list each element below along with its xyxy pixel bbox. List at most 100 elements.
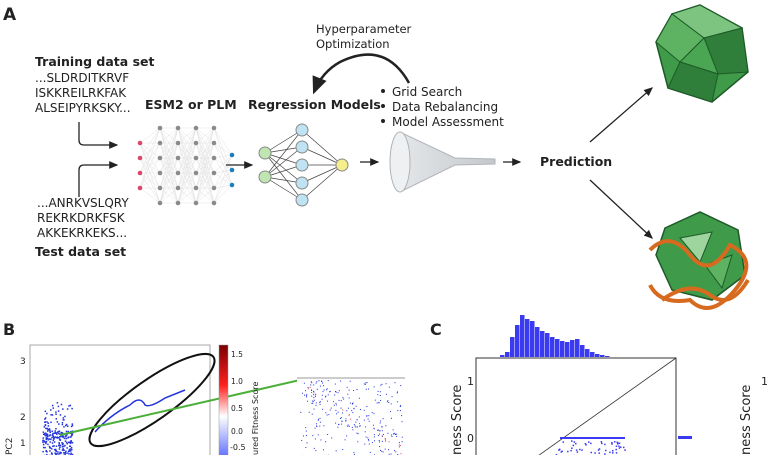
inset-point bbox=[396, 433, 398, 435]
training-seq-3: ALSEIPYRKSKY... bbox=[35, 101, 131, 115]
pca-point bbox=[58, 442, 60, 444]
inset-point bbox=[313, 397, 315, 399]
inset-point bbox=[388, 449, 390, 451]
inset-point bbox=[381, 430, 383, 432]
esm-edge bbox=[213, 154, 233, 159]
inset-point bbox=[322, 391, 324, 393]
pca-point bbox=[54, 430, 56, 432]
pca-point bbox=[69, 442, 72, 445]
bullet-data-rebalancing: Data Rebalancing bbox=[392, 100, 498, 114]
inset-point bbox=[319, 401, 321, 403]
inset-point bbox=[379, 391, 381, 393]
inset-point bbox=[377, 435, 379, 437]
pca-point bbox=[46, 437, 48, 439]
disassembled-capsid-icon bbox=[648, 211, 750, 310]
pca-point bbox=[70, 453, 72, 455]
inset-point bbox=[301, 439, 303, 441]
inset-point bbox=[315, 382, 317, 384]
esm-network-diagram bbox=[137, 125, 235, 206]
test-seq-3: AKKEKRKEKS... bbox=[37, 226, 127, 240]
pca-point bbox=[62, 448, 64, 450]
inset-point bbox=[310, 381, 312, 383]
reg-input-node bbox=[258, 170, 272, 184]
esm-edge bbox=[177, 127, 197, 189]
pca-point bbox=[58, 423, 60, 425]
esm-edge bbox=[195, 127, 215, 189]
pca-point bbox=[66, 442, 69, 445]
inset-point bbox=[382, 451, 384, 453]
esm-edge bbox=[195, 172, 215, 204]
pca-point bbox=[47, 425, 50, 427]
pca-point bbox=[47, 437, 49, 440]
inset-point bbox=[322, 408, 324, 410]
correlation-point bbox=[590, 442, 592, 445]
c-ytick-0: 0 bbox=[467, 432, 474, 445]
inset-point bbox=[353, 453, 355, 455]
correlation-point bbox=[572, 444, 575, 447]
esm-node bbox=[157, 155, 163, 161]
inset-point bbox=[346, 435, 348, 437]
inset-point bbox=[376, 402, 378, 404]
inset-point bbox=[342, 397, 344, 399]
histogram-bar bbox=[605, 356, 610, 357]
esm-edge bbox=[177, 172, 197, 204]
pca-point bbox=[45, 442, 47, 445]
inset-point bbox=[310, 384, 312, 386]
pca-point bbox=[57, 436, 60, 439]
reg-hidden-node bbox=[295, 158, 309, 172]
inset-point bbox=[312, 393, 314, 395]
esm-node bbox=[175, 140, 181, 146]
pca-point bbox=[51, 442, 54, 444]
pca-point bbox=[49, 434, 51, 436]
inset-point bbox=[326, 400, 328, 402]
training-title: Training data set bbox=[35, 54, 154, 69]
pca-point bbox=[53, 445, 55, 447]
pca-point bbox=[46, 412, 48, 415]
inset-point bbox=[353, 390, 355, 392]
inset-point bbox=[315, 402, 317, 404]
histogram-bar bbox=[535, 327, 540, 357]
inset-point bbox=[327, 434, 329, 436]
pca-point bbox=[61, 449, 64, 451]
inset-point bbox=[336, 413, 338, 415]
correlation-point bbox=[616, 441, 618, 444]
pca-point bbox=[56, 431, 59, 434]
training-arrow bbox=[78, 122, 119, 149]
pca-point bbox=[56, 452, 58, 455]
esm-edge bbox=[213, 184, 233, 204]
esm-node bbox=[157, 170, 163, 176]
inset-point bbox=[355, 421, 357, 423]
inset-point bbox=[316, 425, 318, 427]
histogram-bar bbox=[570, 340, 575, 357]
inset-point bbox=[374, 440, 376, 442]
pca-point bbox=[71, 434, 73, 436]
reg-edge bbox=[264, 129, 303, 178]
inset-point bbox=[333, 404, 335, 406]
colorbar-label: ured Fitness Score bbox=[251, 382, 260, 455]
inset-point bbox=[311, 382, 313, 384]
esm-edge bbox=[195, 142, 215, 204]
esm-node bbox=[157, 125, 163, 131]
inset-point bbox=[391, 435, 393, 437]
inset-point bbox=[313, 399, 315, 401]
inset-point bbox=[319, 425, 321, 427]
reg-edge bbox=[264, 129, 303, 154]
pca-point bbox=[60, 431, 62, 434]
pca-point bbox=[69, 448, 72, 450]
correlation-point bbox=[576, 451, 579, 453]
inset-point bbox=[307, 400, 309, 402]
correlation-point bbox=[611, 452, 614, 454]
inset-point bbox=[397, 410, 399, 412]
inset-point bbox=[390, 411, 392, 413]
pca-point bbox=[47, 428, 49, 431]
inset-point bbox=[316, 423, 318, 425]
pca-point bbox=[61, 421, 64, 424]
pca-point bbox=[65, 441, 68, 444]
inset-point bbox=[348, 414, 350, 416]
esm-edge bbox=[139, 127, 161, 159]
reg-edge bbox=[301, 164, 343, 201]
inset-point bbox=[390, 417, 392, 419]
pca-point bbox=[52, 445, 54, 448]
pca-point bbox=[47, 430, 49, 432]
inset-point bbox=[367, 418, 369, 420]
